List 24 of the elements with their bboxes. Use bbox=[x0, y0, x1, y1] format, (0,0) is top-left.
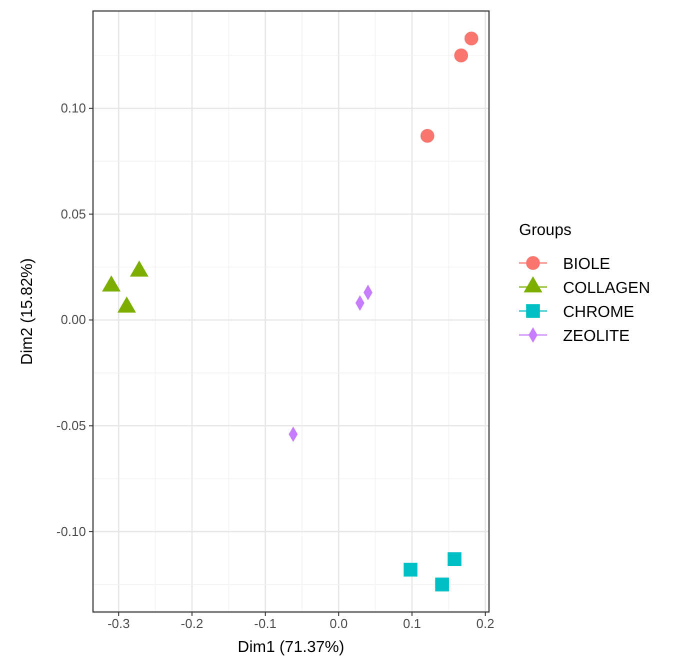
legend-label: COLLAGEN bbox=[563, 280, 650, 297]
legend-label: BIOLE bbox=[563, 256, 610, 273]
legend-title: Groups bbox=[519, 222, 572, 239]
point bbox=[435, 578, 449, 592]
x-tick-label: 0.2 bbox=[476, 616, 494, 632]
y-tick-label: 0.05 bbox=[60, 206, 86, 222]
x-tick-label: -0.3 bbox=[107, 616, 130, 632]
x-tick-label: -0.1 bbox=[254, 616, 277, 632]
x-tick-label: 0.0 bbox=[330, 616, 348, 632]
point bbox=[454, 48, 468, 62]
y-axis-title: Dim2 (15.82%) bbox=[19, 258, 36, 365]
y-tick-label: -0.05 bbox=[56, 418, 86, 433]
y-tick-label: 0.00 bbox=[60, 312, 86, 328]
y-tick-label: -0.10 bbox=[56, 524, 86, 539]
x-tick-label: -0.2 bbox=[180, 616, 204, 632]
legend-label: CHROME bbox=[563, 304, 634, 321]
x-axis-title: Dim1 (71.37%) bbox=[238, 639, 344, 656]
point bbox=[448, 552, 462, 566]
point bbox=[420, 128, 434, 143]
y-tick-label: 0.10 bbox=[60, 100, 86, 116]
point bbox=[464, 32, 478, 46]
x-tick-label: 0.1 bbox=[402, 616, 422, 632]
point bbox=[404, 562, 418, 577]
legend-label: ZEOLITE bbox=[563, 328, 630, 345]
